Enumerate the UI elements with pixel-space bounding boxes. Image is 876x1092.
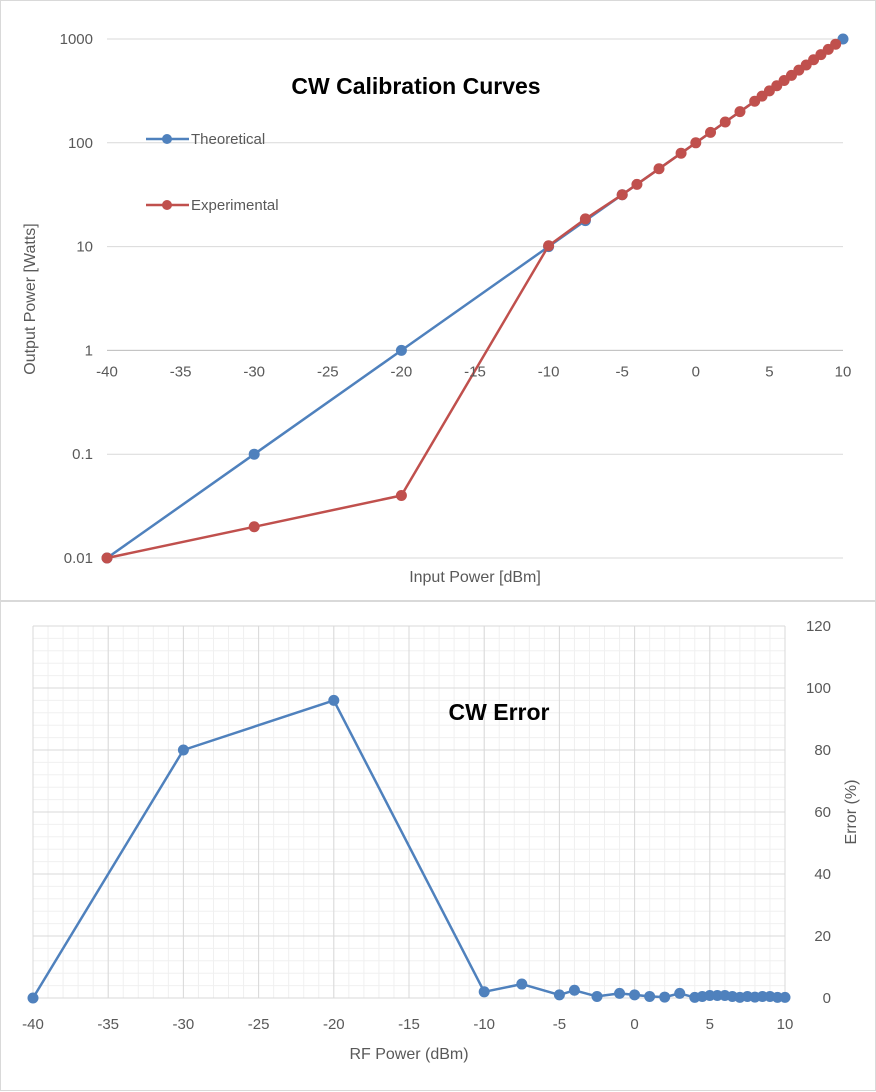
y-tick-label: 120: [806, 618, 831, 635]
x-tick-label: -30: [243, 363, 265, 380]
data-point-error: [328, 694, 340, 706]
data-point-experimental: [248, 521, 260, 533]
data-point-experimental: [705, 126, 717, 138]
data-point-error: [478, 986, 490, 998]
x-tick-label: -15: [464, 363, 486, 380]
x-tick-label: 5: [706, 1016, 714, 1033]
calibration-legend: Theoretical Experimental: [146, 131, 279, 214]
data-point-error: [711, 990, 723, 1002]
data-point-error: [659, 991, 671, 1003]
x-tick-label: -20: [323, 1016, 345, 1033]
y-tick-label: 40: [814, 866, 831, 883]
data-point-error: [591, 990, 603, 1002]
data-point-error: [779, 991, 791, 1003]
legend-experimental-marker: [162, 200, 172, 210]
calibration-y-axis-title: Output Power [Watts]: [22, 223, 39, 374]
y-tick-label: 100: [806, 680, 831, 697]
data-point-error: [27, 992, 39, 1004]
data-point-experimental: [653, 163, 665, 175]
y-tick-label: 20: [814, 928, 831, 945]
data-point-experimental: [543, 240, 555, 252]
data-point-experimental: [616, 189, 628, 201]
y-tick-label: 0.01: [64, 550, 93, 567]
data-point-experimental: [830, 38, 842, 50]
x-tick-label: 5: [765, 363, 773, 380]
x-tick-label: -25: [248, 1016, 270, 1033]
error-y-axis-title: Error (%): [843, 780, 860, 845]
data-point-error: [177, 744, 189, 756]
x-tick-label: -5: [553, 1016, 566, 1033]
x-tick-label: -10: [473, 1016, 495, 1033]
data-point-error: [756, 990, 768, 1002]
legend-theoretical-label: Theoretical: [191, 131, 265, 148]
legend-experimental-label: Experimental: [191, 197, 279, 214]
y-tick-label: 1: [85, 342, 93, 359]
data-point-theoretical: [395, 344, 407, 356]
y-tick-label: 0: [823, 990, 831, 1007]
x-tick-label: -35: [170, 363, 192, 380]
x-tick-label: -20: [391, 363, 413, 380]
calibration-chart-panel: 0.01 0.1 1 10 100 1000 -40 -35 -30 -25 -20 -15 -10 -5…: [0, 0, 876, 601]
y-tick-label: 10: [76, 239, 93, 256]
x-tick-label: -40: [22, 1016, 44, 1033]
data-point-error: [516, 978, 528, 990]
error-chart-svg: -40 -35 -30 -25 -20 -15 -10 -5 0 5 100204060801001…: [22, 618, 860, 1063]
y-tick-label: 0.1: [72, 446, 93, 463]
x-tick-label: 0: [692, 363, 700, 380]
error-chart-title: CW Error: [449, 699, 550, 725]
error-x-axis-title: RF Power (dBm): [349, 1046, 468, 1063]
x-tick-label: -40: [96, 363, 118, 380]
data-point-error: [771, 991, 783, 1003]
data-point-error: [674, 987, 686, 999]
x-tick-label: -10: [538, 363, 560, 380]
x-tick-label: 10: [835, 363, 852, 380]
data-point-error: [553, 989, 565, 1001]
x-tick-label: 0: [630, 1016, 638, 1033]
data-point-experimental: [101, 552, 113, 564]
data-point-experimental: [579, 213, 591, 225]
calibration-x-axis-title: Input Power [dBm]: [409, 569, 541, 586]
error-chart-panel: -40 -35 -30 -25 -20 -15 -10 -5 0 5 10 0 20 40 60 80 100 1…: [0, 601, 876, 1091]
data-point-error: [629, 989, 641, 1001]
legend-theoretical-marker: [162, 134, 172, 144]
y-tick-label: 80: [814, 742, 831, 759]
data-point-theoretical: [248, 448, 260, 460]
y-tick-label: 100: [68, 135, 93, 152]
y-tick-label: 60: [814, 804, 831, 821]
x-tick-label: 10: [777, 1016, 794, 1033]
calibration-chart-title: CW Calibration Curves: [291, 73, 540, 99]
data-point-experimental: [631, 178, 643, 190]
x-tick-label: -30: [173, 1016, 195, 1033]
data-point-error: [614, 987, 626, 999]
x-tick-label: -35: [97, 1016, 119, 1033]
data-point-experimental: [395, 490, 407, 502]
x-tick-label: -25: [317, 363, 339, 380]
data-point-error: [704, 990, 716, 1002]
x-tick-label: -5: [616, 363, 629, 380]
data-point-experimental: [690, 137, 702, 149]
data-point-error: [568, 984, 580, 996]
data-point-experimental: [734, 106, 746, 118]
x-tick-label: -15: [398, 1016, 420, 1033]
data-point-error: [644, 990, 656, 1002]
data-point-experimental: [719, 116, 731, 128]
data-point-experimental: [675, 147, 687, 159]
y-tick-label: 1000: [60, 31, 93, 48]
